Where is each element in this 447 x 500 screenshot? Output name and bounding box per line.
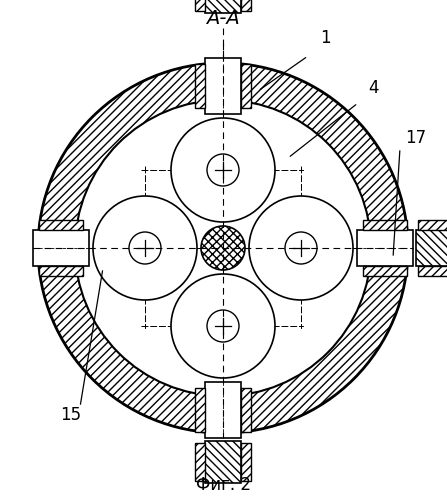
- Bar: [205, 0, 241, 13]
- Bar: [357, 230, 413, 266]
- Bar: [205, 58, 241, 114]
- Bar: [416, 230, 447, 266]
- Bar: [205, 382, 241, 438]
- Circle shape: [207, 154, 239, 186]
- Circle shape: [171, 118, 275, 222]
- Circle shape: [75, 100, 371, 396]
- Circle shape: [201, 226, 245, 270]
- Bar: [418, 220, 447, 230]
- Text: 1: 1: [320, 29, 331, 47]
- Text: 15: 15: [60, 406, 81, 424]
- Text: 17: 17: [405, 129, 426, 147]
- Circle shape: [93, 196, 197, 300]
- Bar: [38, 266, 84, 276]
- Bar: [241, 0, 251, 11]
- Circle shape: [249, 196, 353, 300]
- Text: Фиг. 2: Фиг. 2: [195, 476, 250, 494]
- Bar: [241, 443, 251, 481]
- Bar: [195, 64, 205, 108]
- Circle shape: [207, 310, 239, 342]
- Circle shape: [171, 274, 275, 378]
- Bar: [38, 220, 84, 230]
- Circle shape: [129, 232, 161, 264]
- Bar: [195, 0, 205, 11]
- Bar: [363, 266, 407, 276]
- Text: А-А: А-А: [206, 8, 240, 28]
- Circle shape: [285, 232, 317, 264]
- Bar: [33, 230, 89, 266]
- Bar: [241, 64, 251, 108]
- Text: 4: 4: [368, 79, 379, 97]
- Bar: [195, 388, 205, 432]
- Circle shape: [38, 63, 408, 433]
- Bar: [241, 388, 251, 432]
- Bar: [205, 441, 241, 483]
- Bar: [418, 266, 447, 276]
- Bar: [195, 443, 205, 481]
- Bar: [363, 220, 407, 230]
